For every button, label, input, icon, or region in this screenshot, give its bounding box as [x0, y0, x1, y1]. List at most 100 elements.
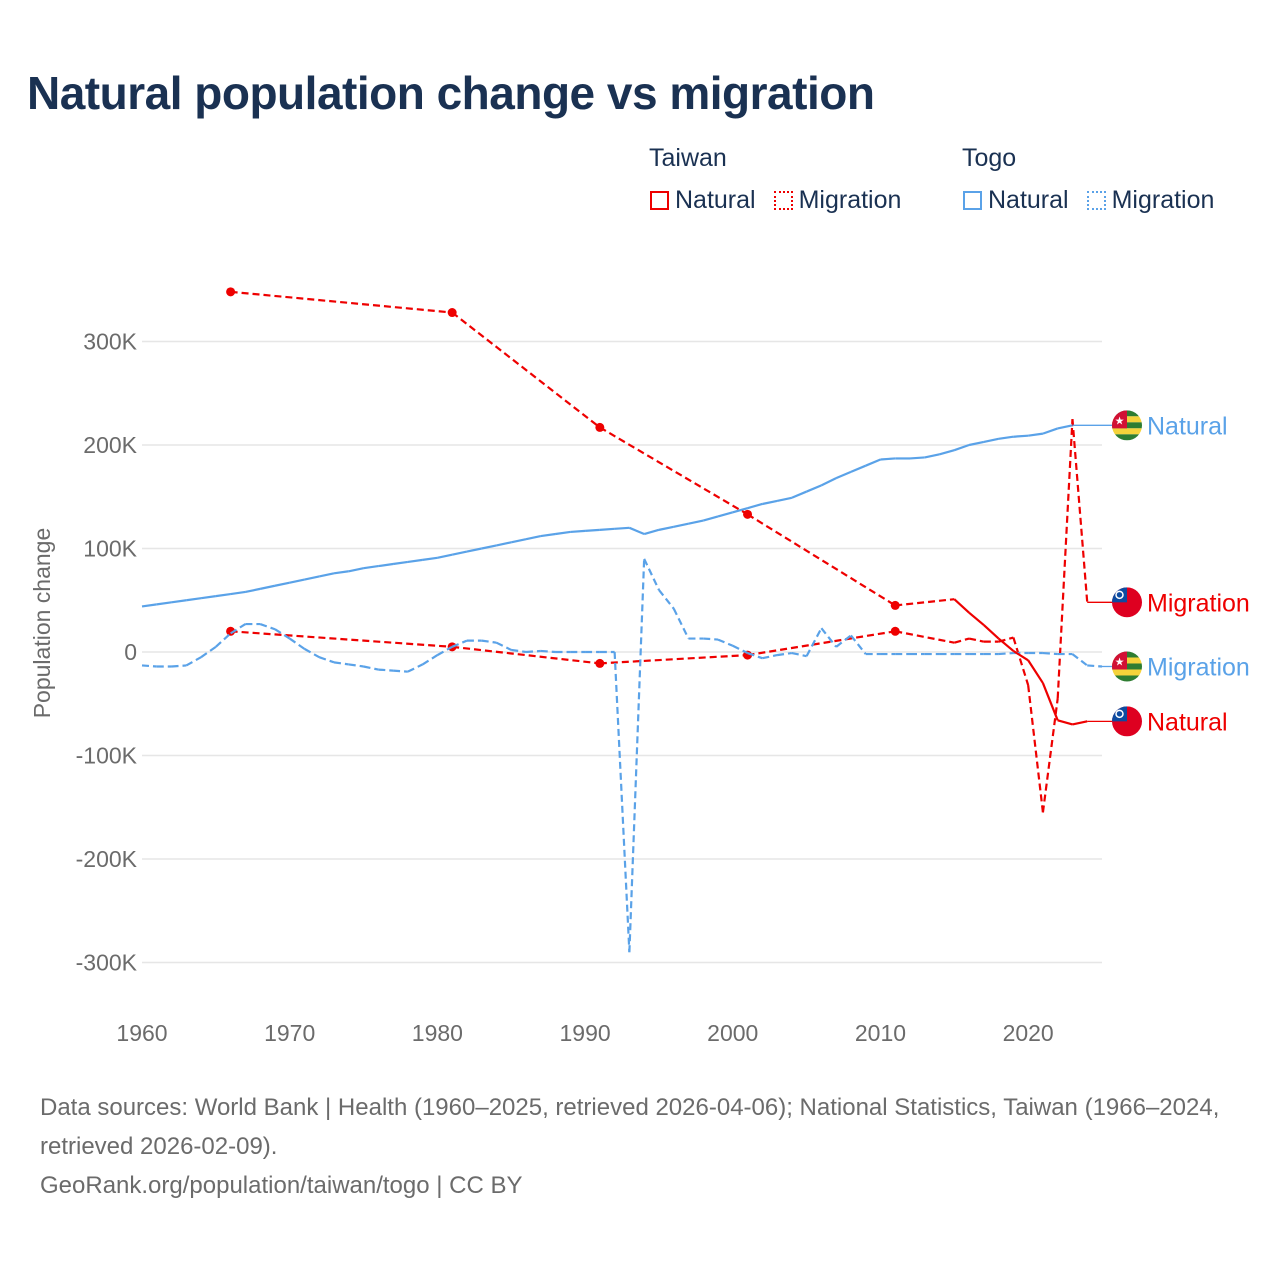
- line-segment: [702, 515, 719, 522]
- line-segment: [422, 556, 438, 561]
- solid-swatch-icon: [650, 191, 669, 210]
- x-tick-label: 2010: [855, 1020, 906, 1046]
- line-segment: [1071, 419, 1089, 603]
- line-segment: [717, 638, 734, 647]
- line-segment: [186, 597, 202, 602]
- line-segment: [1071, 653, 1088, 667]
- x-tick-label: 1990: [559, 1020, 610, 1046]
- line-segment: [481, 639, 497, 644]
- line-segment: [762, 499, 778, 506]
- line-segment: [820, 627, 838, 648]
- line-segment: [820, 477, 837, 487]
- line-segment: [998, 651, 1014, 656]
- line-segment: [835, 470, 852, 480]
- data-point: [890, 626, 900, 636]
- line-segment: [1027, 684, 1045, 813]
- line-segment: [805, 627, 823, 657]
- line-segment: [230, 590, 246, 596]
- line-segment: [200, 645, 217, 659]
- data-sources: Data sources: World Bank | Health (1960–…: [40, 1094, 1220, 1160]
- y-tick-label: 100K: [83, 536, 137, 562]
- line-segment: [289, 637, 306, 650]
- line-segment: [895, 630, 955, 644]
- line-segment: [1042, 427, 1059, 435]
- line-segment: [215, 592, 231, 598]
- line-segment: [525, 649, 541, 654]
- legend-togo-migration[interactable]: Migration: [1086, 186, 1214, 215]
- svg-text:★: ★: [1115, 656, 1125, 668]
- line-segment: [319, 572, 335, 578]
- line-segment: [436, 645, 453, 657]
- line-segment: [968, 440, 985, 447]
- data-point: [447, 308, 457, 318]
- line-segment: [274, 581, 290, 587]
- line-segment: [613, 651, 631, 953]
- line-segment: [525, 535, 541, 541]
- line-segment: [865, 458, 881, 467]
- line-segment: [230, 630, 453, 648]
- x-tick-label: 1960: [116, 1020, 167, 1046]
- y-tick-label: -300K: [76, 950, 138, 976]
- series-togo-natural: [141, 424, 1073, 608]
- chart-title: Natural population change vs migration: [27, 67, 875, 119]
- end-labels: ★ Natural Migration ★ Migration Natural: [1072, 410, 1250, 737]
- series-togo-migration: [141, 558, 1103, 953]
- line-segment: [422, 654, 438, 666]
- line-segment: [658, 525, 674, 531]
- line-segment: [806, 484, 822, 493]
- line-segment: [1028, 432, 1044, 437]
- line-segment: [791, 651, 807, 658]
- line-segment: [348, 663, 364, 668]
- line-segment: [318, 656, 335, 664]
- line-segment: [451, 311, 601, 429]
- line-segment: [599, 527, 615, 531]
- line-segment: [289, 578, 305, 584]
- legend-togo-natural[interactable]: Natural: [963, 186, 1069, 215]
- line-segment: [1042, 651, 1058, 656]
- line-segment: [274, 628, 291, 640]
- line-segment: [348, 567, 364, 573]
- legend-items-taiwan: Natural Migration: [650, 186, 919, 215]
- line-segment: [363, 665, 379, 671]
- line-segment: [895, 598, 955, 607]
- legend-taiwan-natural[interactable]: Natural: [650, 186, 756, 215]
- line-segment: [983, 624, 1000, 640]
- credit-link[interactable]: GeoRank.org/population/taiwan/togo | CC …: [40, 1172, 523, 1199]
- end-label: Migration: [1147, 653, 1250, 681]
- line-segment: [303, 647, 320, 659]
- line-segment: [954, 637, 970, 644]
- line-segment: [732, 507, 748, 514]
- line-segment: [1027, 659, 1044, 684]
- line-segment: [939, 449, 955, 456]
- line-segment: [1013, 434, 1029, 438]
- line-segment: [185, 656, 202, 667]
- y-axis: 300K 200K 100K 0 -100K -200K -300K: [76, 329, 138, 976]
- legend-group-togo: Togo: [962, 144, 1017, 172]
- data-point: [890, 600, 900, 610]
- legend-taiwan-migration[interactable]: Migration: [773, 186, 901, 215]
- line-segment: [511, 648, 527, 654]
- line-segment: [747, 630, 896, 657]
- line-segment: [614, 526, 630, 530]
- x-tick-label: 1970: [264, 1020, 315, 1046]
- line-segment: [363, 565, 379, 570]
- line-segment: [953, 443, 970, 452]
- line-segment: [835, 634, 852, 648]
- line-segment: [496, 541, 512, 547]
- x-tick-label: 2000: [707, 1020, 758, 1046]
- line-segment: [909, 456, 925, 460]
- line-segment: [658, 589, 675, 610]
- line-segment: [997, 637, 1015, 652]
- line-segment: [171, 664, 187, 668]
- data-point: [595, 422, 605, 432]
- data-point: [743, 650, 753, 660]
- svg-text:★: ★: [1115, 415, 1125, 427]
- line-segment: [156, 601, 172, 606]
- line-segment: [259, 584, 276, 590]
- line-segment: [451, 550, 468, 556]
- line-segment: [1012, 650, 1029, 662]
- data-point: [595, 658, 605, 668]
- x-tick-label: 2020: [1003, 1020, 1054, 1046]
- line-segment: [393, 669, 408, 673]
- line-segment: [717, 511, 734, 518]
